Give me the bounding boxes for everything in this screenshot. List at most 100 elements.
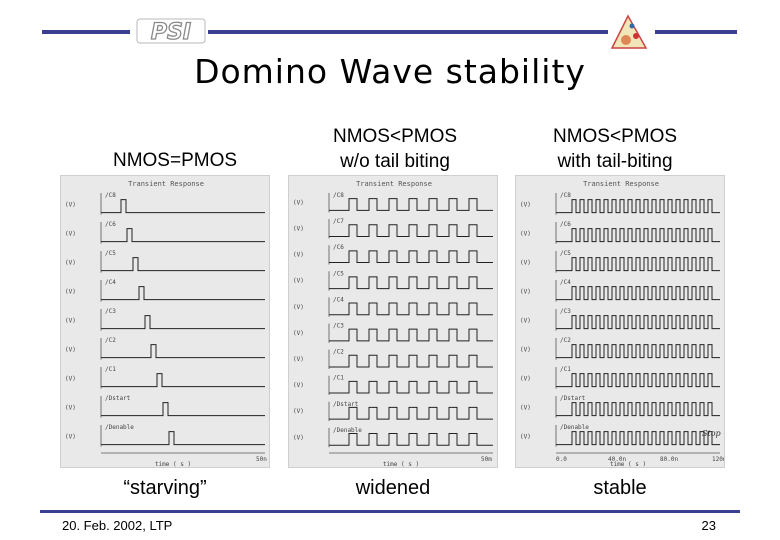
signal-trace: [329, 380, 493, 394]
x-tick-label: 120n: [712, 456, 725, 463]
signal-trace: [556, 431, 720, 446]
axis-unit-label: (V): [293, 434, 304, 441]
axis-unit-label: (V): [520, 376, 531, 383]
signal-label: /C6: [333, 244, 344, 251]
column-heading-2-line2: w/o tail biting: [340, 151, 450, 172]
transient-plot-right: Transient Response (V) /C8 (V) /C6 (V) /C5 (V) /…: [515, 175, 725, 468]
stop-annotation: Stop: [702, 429, 721, 438]
x-end-label: 50n: [256, 456, 267, 463]
signal-label: /C1: [560, 366, 571, 373]
institute-emblem-icon: [606, 12, 652, 52]
header-rule-left: [42, 30, 130, 34]
signal-trace: [556, 286, 720, 301]
signal-label: /C6: [560, 221, 571, 228]
axis-unit-label: (V): [65, 289, 76, 296]
signal-label: /C3: [105, 308, 116, 315]
signal-label: /C1: [333, 375, 344, 382]
signal-label: /C7: [333, 218, 344, 225]
signal-trace: [101, 286, 265, 301]
page-number: 23: [701, 518, 716, 533]
signal-trace: [101, 344, 265, 359]
axis-unit-label: (V): [520, 434, 531, 441]
signal-trace: [101, 257, 265, 272]
signal-label: /C5: [560, 250, 571, 257]
axis-unit-label: (V): [65, 260, 76, 267]
axis-unit-label: (V): [65, 231, 76, 238]
signal-trace: [329, 302, 493, 316]
x-tick-label: 40.0n: [608, 456, 626, 463]
time-axis-label: time ( s ): [610, 461, 646, 468]
caption-stable: stable: [593, 477, 647, 499]
signal-trace: [329, 224, 493, 237]
axis-unit-label: (V): [520, 347, 531, 354]
axis-unit-label: (V): [293, 356, 304, 363]
signal-label: /C2: [105, 337, 116, 344]
signal-label: /C8: [560, 192, 571, 199]
axis-unit-label: (V): [293, 304, 304, 311]
header-rule-middle: [208, 30, 608, 34]
x-tick-label: 80.0n: [660, 456, 678, 463]
signal-label: /C5: [105, 250, 116, 257]
logo-text: PSI: [151, 20, 191, 45]
axis-unit-label: (V): [520, 202, 531, 209]
signal-label: /C2: [560, 337, 571, 344]
signal-trace: [101, 315, 265, 330]
axis-unit-label: (V): [520, 289, 531, 296]
time-axis-label: time ( s ): [383, 461, 419, 468]
axis-unit-label: (V): [293, 382, 304, 389]
axis-unit-label: (V): [293, 408, 304, 415]
signal-trace: [556, 402, 720, 417]
slide-title: Domino Wave stability: [194, 52, 586, 91]
signal-trace: [101, 373, 265, 388]
axis-unit-label: (V): [293, 199, 304, 206]
axis-unit-label: (V): [65, 318, 76, 325]
footer-date: 20. Feb. 2002, LTP: [62, 518, 173, 533]
axis-unit-label: (V): [293, 252, 304, 259]
signal-label: /C3: [560, 308, 571, 315]
caption-starving: “starving”: [123, 477, 207, 499]
signal-trace: [556, 228, 720, 243]
axis-unit-label: (V): [65, 347, 76, 354]
signal-label: /Dstart: [333, 401, 359, 408]
column-heading-1: NMOS=PMOS: [60, 148, 290, 173]
signal-trace: [101, 199, 265, 214]
signal-label: /Dstart: [560, 395, 586, 402]
column-heading-2-line1: NMOS<PMOS: [332, 126, 458, 147]
axis-unit-label: (V): [65, 405, 76, 412]
panel-title: Transient Response: [356, 180, 432, 188]
column-heading-2: NMOS<PMOS w/o tail biting: [300, 124, 490, 174]
signal-label: /Denable: [333, 427, 362, 434]
signal-trace: [329, 354, 493, 368]
axis-unit-label: (V): [293, 225, 304, 232]
axis-unit-label: (V): [293, 278, 304, 285]
signal-trace: [329, 198, 493, 211]
axis-unit-label: (V): [293, 330, 304, 337]
signal-label: /C1: [105, 366, 116, 373]
x-tick-label: 0.0: [556, 456, 567, 463]
signal-trace: [101, 431, 265, 446]
signal-label: /C2: [333, 349, 344, 356]
signal-label: /C8: [333, 192, 344, 199]
column-heading-3-line2: with tail-biting: [557, 151, 673, 172]
signal-trace: [329, 406, 493, 420]
x-end-label: 50m: [481, 456, 492, 463]
transient-plot-left: Transient Response (V) /C8 (V) /C6 (V) /C5 (V) /…: [60, 175, 270, 468]
signal-trace: [556, 199, 720, 214]
caption-widened: widened: [355, 477, 431, 499]
time-axis-label: time ( s ): [155, 461, 191, 468]
axis-unit-label: (V): [520, 405, 531, 412]
signal-label: /C4: [105, 279, 116, 286]
axis-unit-label: (V): [65, 434, 76, 441]
transient-plot-middle: Transient Response (V) /C8 (V) /C7 (V) /C6 (V) /…: [288, 175, 498, 468]
signal-trace: [556, 373, 720, 388]
signal-label: /Dstart: [105, 395, 131, 402]
footer-rule: [40, 510, 740, 513]
signal-label: /C3: [333, 323, 344, 330]
axis-unit-label: (V): [520, 231, 531, 238]
axis-unit-label: (V): [65, 202, 76, 209]
axis-unit-label: (V): [520, 318, 531, 325]
signal-trace: [329, 328, 493, 342]
signal-trace: [556, 257, 720, 272]
signal-label: /Denable: [560, 424, 589, 431]
signal-label: /Denable: [105, 424, 134, 431]
